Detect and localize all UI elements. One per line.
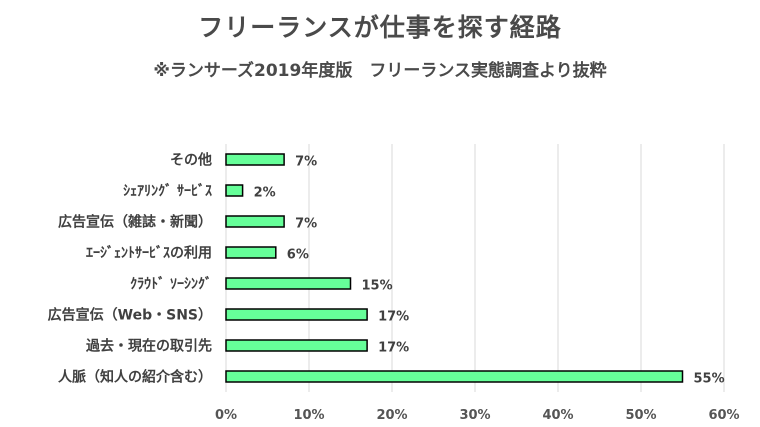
data-label: 15% xyxy=(362,279,393,294)
data-label: 2% xyxy=(254,186,276,201)
bar xyxy=(225,246,277,259)
category-label: その他 xyxy=(170,152,212,169)
x-tick-label: 10% xyxy=(293,408,324,423)
category-label: 広告宣伝（雑誌・新聞） xyxy=(58,214,212,231)
data-label: 7% xyxy=(295,217,317,232)
x-tick-label: 0% xyxy=(215,408,237,423)
data-label: 17% xyxy=(378,341,409,356)
x-tick-label: 40% xyxy=(542,408,573,423)
bar xyxy=(225,184,244,197)
category-label: ｸﾗｳﾄﾞ ｿｰｼﾝｸﾞ xyxy=(130,276,212,293)
bar xyxy=(225,277,352,290)
bar xyxy=(225,215,285,228)
category-label: ｼｪｱﾘﾝｸﾞ ｻｰﾋﾞｽ xyxy=(123,183,212,200)
data-label: 7% xyxy=(295,155,317,170)
data-label: 55% xyxy=(694,372,725,387)
chart-subtitle: ※ランサーズ2019年度版 フリーランス実態調査より抜粋 xyxy=(153,61,607,81)
category-label: 人脈（知人の紹介含む） xyxy=(58,369,212,386)
chart-title: フリーランスが仕事を探す経路 xyxy=(198,13,562,42)
x-tick-label: 30% xyxy=(459,408,490,423)
category-label: ｴｰｼﾞｪﾝﾄｻｰﾋﾞｽの利用 xyxy=(86,245,212,262)
x-tick-label: 60% xyxy=(708,408,739,423)
bar xyxy=(225,370,684,383)
bar xyxy=(225,153,285,166)
category-label: 過去・現在の取引先 xyxy=(85,338,212,355)
data-label: 17% xyxy=(378,310,409,325)
category-label: 広告宣伝（Web・SNS） xyxy=(48,307,212,324)
x-tick-label: 50% xyxy=(625,408,656,423)
bar xyxy=(225,308,368,321)
bar xyxy=(225,339,368,352)
x-tick-label: 20% xyxy=(376,408,407,423)
data-label: 6% xyxy=(287,248,309,263)
